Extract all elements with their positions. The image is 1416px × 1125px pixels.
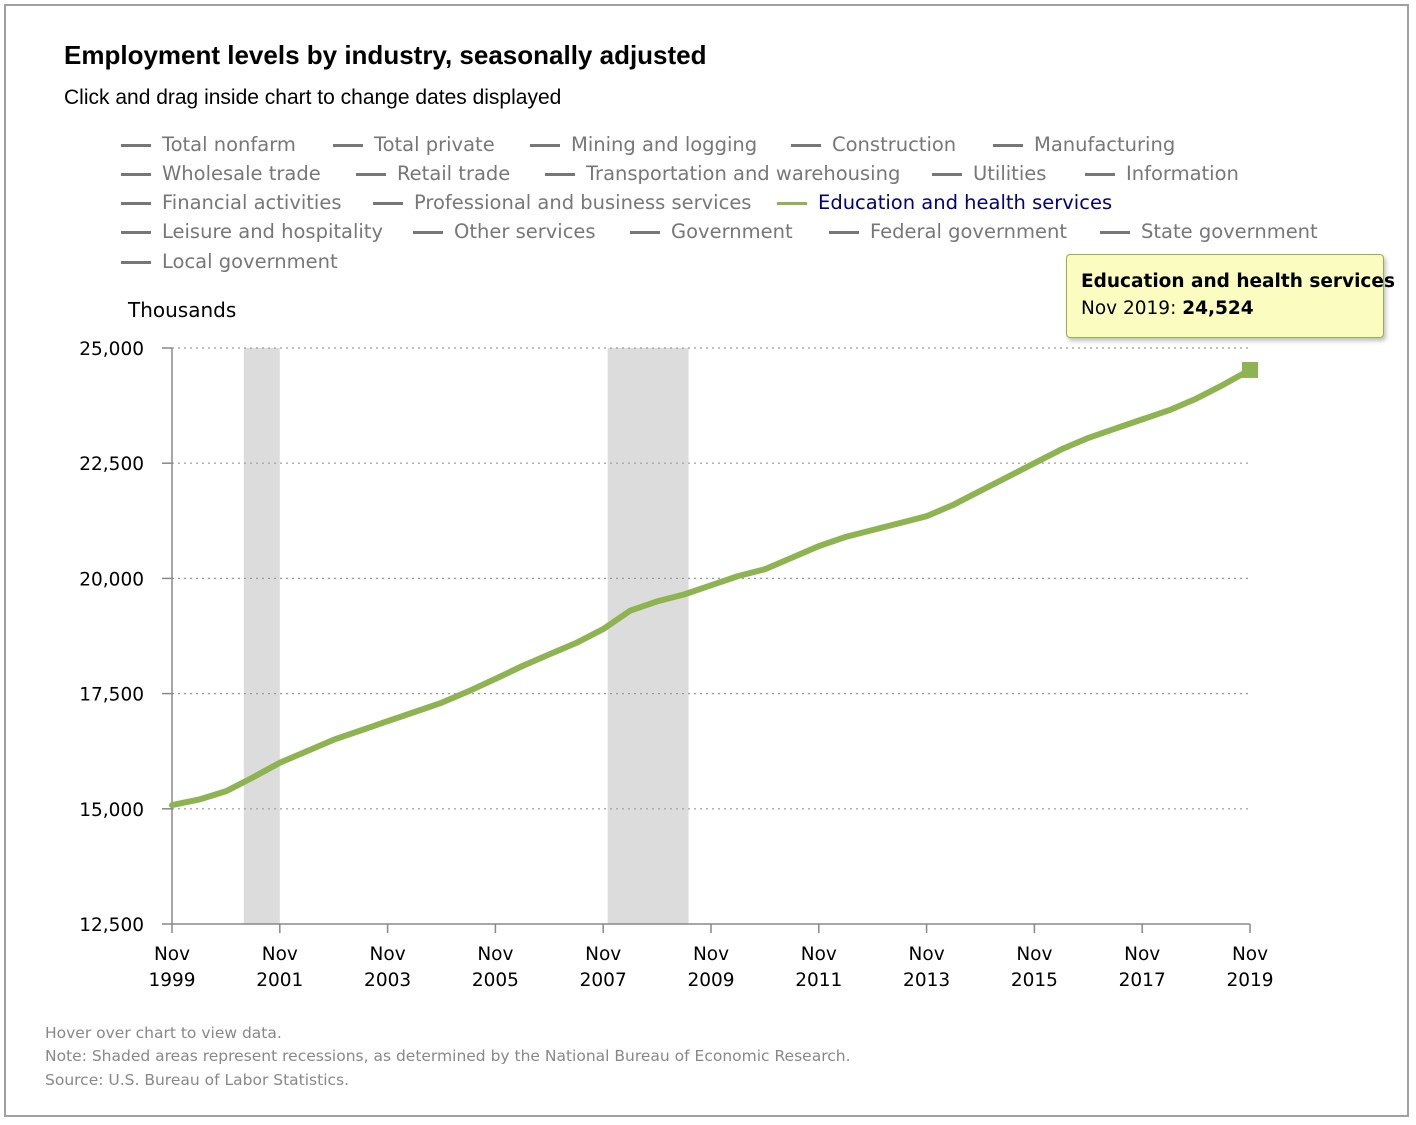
x-tick-label-month: Nov <box>1016 944 1052 965</box>
x-tick-label-year: 2019 <box>1226 970 1273 991</box>
recession-note: Note: Shaded areas represent recessions,… <box>45 1047 851 1065</box>
legend-label: Local government <box>162 250 338 273</box>
x-tick-label-year: 2001 <box>256 970 303 991</box>
legend-swatch <box>993 144 1023 147</box>
source-note: Source: U.S. Bureau of Labor Statistics. <box>45 1071 350 1089</box>
x-tick-label-month: Nov <box>1232 944 1268 965</box>
legend-swatch <box>333 144 363 147</box>
legend-label: Information <box>1126 162 1239 185</box>
x-tick-label-year: 1999 <box>148 970 195 991</box>
legend-swatch <box>356 173 386 176</box>
x-tick-label-year: 2005 <box>472 970 519 991</box>
y-axis-unit-label: Thousands <box>128 298 237 322</box>
legend-swatch <box>932 173 962 176</box>
legend-swatch <box>545 173 575 176</box>
y-tick-label: 20,000 <box>79 569 144 590</box>
chart-subtitle: Click and drag inside chart to change da… <box>64 86 562 109</box>
x-tick-label-month: Nov <box>262 944 298 965</box>
y-tick-label: 12,500 <box>79 915 144 936</box>
chart-frame <box>4 4 1409 1117</box>
legend-label: Total nonfarm <box>162 133 296 156</box>
legend-label: Total private <box>374 133 495 156</box>
x-tick-label-month: Nov <box>585 944 621 965</box>
x-tick-label-month: Nov <box>477 944 513 965</box>
x-tick-label-month: Nov <box>370 944 406 965</box>
legend-label: Transportation and warehousing <box>586 162 901 185</box>
x-tick-label-month: Nov <box>801 944 837 965</box>
y-tick-label: 15,000 <box>79 800 144 821</box>
legend-swatch <box>791 144 821 147</box>
recession-band <box>243 348 280 924</box>
legend-swatch <box>121 231 151 234</box>
tooltip-series-name: Education and health services <box>1081 271 1395 292</box>
legend-swatch <box>373 202 403 205</box>
y-tick-label: 25,000 <box>79 339 144 360</box>
legend-label: Leisure and hospitality <box>162 220 383 243</box>
legend-label: Professional and business services <box>414 191 752 214</box>
y-tick-label: 17,500 <box>79 685 144 706</box>
legend-swatch <box>1085 173 1115 176</box>
legend-label: Construction <box>832 133 957 156</box>
legend-swatch <box>121 261 151 264</box>
legend-swatch <box>413 231 443 234</box>
tooltip-value: 24,524 <box>1182 298 1254 319</box>
legend-label: Retail trade <box>397 162 511 185</box>
x-tick-label-year: 2007 <box>580 970 627 991</box>
y-tick-label: 22,500 <box>79 454 144 475</box>
legend-swatch <box>1100 231 1130 234</box>
legend-swatch <box>530 144 560 147</box>
data-tooltip: Education and health services Nov 2019: … <box>1066 254 1395 338</box>
legend-label: Financial activities <box>162 191 342 214</box>
legend-label: Education and health services <box>818 191 1113 214</box>
legend-label: Wholesale trade <box>162 162 321 185</box>
legend-swatch <box>121 173 151 176</box>
legend-label: State government <box>1141 220 1318 243</box>
legend-label: Federal government <box>870 220 1067 243</box>
x-tick-label-month: Nov <box>154 944 190 965</box>
tooltip-date: Nov 2019 <box>1081 298 1171 319</box>
x-tick-label-year: 2011 <box>795 970 842 991</box>
series-line <box>169 366 1253 809</box>
x-tick-label-year: 2003 <box>364 970 411 991</box>
legend-swatch <box>829 231 859 234</box>
legend-label: Mining and logging <box>571 133 758 156</box>
legend-label: Utilities <box>973 162 1047 185</box>
x-tick-label-year: 2017 <box>1119 970 1166 991</box>
hover-marker <box>1242 361 1258 378</box>
hover-note: Hover over chart to view data. <box>45 1024 282 1042</box>
x-tick-label-month: Nov <box>693 944 729 965</box>
chart-title: Employment levels by industry, seasonall… <box>64 40 707 70</box>
recession-band <box>607 348 689 924</box>
x-tick-label-year: 2009 <box>687 970 734 991</box>
legend-swatch <box>777 202 807 205</box>
legend-label: Manufacturing <box>1034 133 1176 156</box>
x-tick-label-year: 2015 <box>1011 970 1058 991</box>
legend-swatch <box>121 202 151 205</box>
legend-swatch <box>630 231 660 234</box>
legend-label: Other services <box>454 220 596 243</box>
legend-swatch <box>121 144 151 147</box>
legend-label: Government <box>671 220 793 243</box>
x-tick-label-month: Nov <box>1124 944 1160 965</box>
x-tick-label-year: 2013 <box>903 970 950 991</box>
x-tick-label-month: Nov <box>909 944 945 965</box>
